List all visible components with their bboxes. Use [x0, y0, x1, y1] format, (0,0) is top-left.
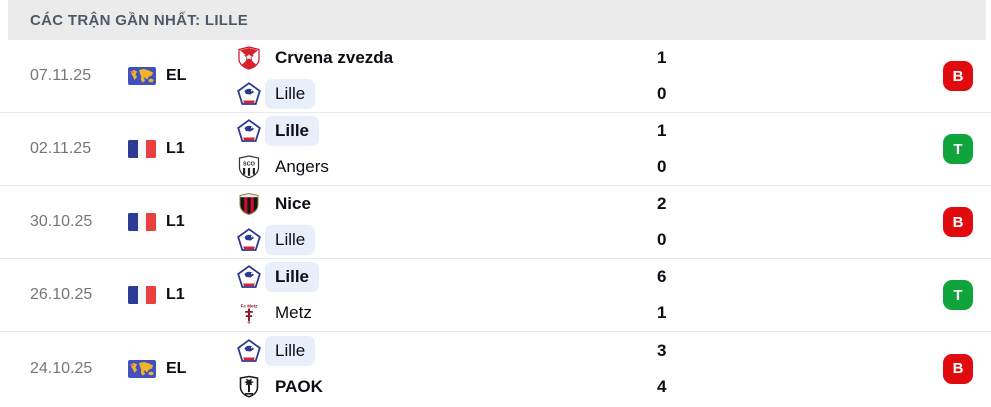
lille-logo-icon: [237, 265, 261, 289]
match-row[interactable]: 26.10.25 L1 Lille 6 Fc Metz Metz 1 T: [0, 259, 991, 332]
result-column: B: [943, 61, 973, 91]
match-row[interactable]: 07.11.25 EL Crvena zvezda 1 Lille 0 B: [0, 40, 991, 113]
away-team-score: 0: [657, 230, 667, 249]
away-team-row: PAOK 4: [237, 372, 697, 402]
lille-logo-icon: [237, 338, 261, 363]
result-column: B: [943, 207, 973, 237]
away-team-name[interactable]: Lille: [265, 225, 316, 255]
card-title: CÁC TRẬN GẦN NHẤT: LILLE: [30, 11, 249, 29]
world-flag-icon: [128, 359, 156, 378]
home-team-row: Lille 6: [237, 262, 697, 292]
france-flag-icon: [128, 140, 156, 158]
teams-column: Lille 3 PAOK 4: [237, 335, 697, 402]
away-team-row: Lille 0: [237, 79, 697, 109]
competition: EL: [128, 67, 237, 85]
home-team-score: 1: [657, 48, 667, 67]
competition-label: L1: [166, 140, 185, 157]
home-team-score: 6: [657, 267, 667, 286]
metz-logo-icon: Fc Metz: [237, 301, 261, 325]
teams-column: Lille 1 SCO Angers 0: [237, 116, 697, 182]
away-team-score: 1: [657, 303, 667, 322]
competition-label: EL: [166, 67, 187, 84]
result-badge: B: [943, 61, 973, 91]
teams-column: Nice 2 Lille 0: [237, 189, 697, 255]
lille-logo-icon: [237, 228, 261, 252]
result-column: B: [943, 353, 973, 384]
home-team-score: 2: [657, 194, 667, 213]
result-badge: T: [943, 134, 973, 164]
svg-text:Fc Metz: Fc Metz: [241, 304, 259, 309]
paok-logo-icon: [237, 375, 261, 399]
card-header: CÁC TRẬN GẦN NHẤT: LILLE: [8, 0, 986, 40]
match-date: 07.11.25: [30, 67, 92, 84]
home-team-row: Crvena zvezda 1: [237, 43, 697, 73]
result-column: T: [943, 280, 973, 310]
home-team-name[interactable]: Lille: [265, 116, 320, 146]
home-team-row: Lille 1: [237, 116, 697, 146]
away-team-name[interactable]: Angers: [275, 157, 329, 176]
competition: L1: [128, 286, 237, 304]
home-team-name[interactable]: Lille: [265, 262, 320, 292]
match-date: 26.10.25: [30, 286, 93, 303]
competition-label: L1: [166, 213, 185, 230]
match-list: 07.11.25 EL Crvena zvezda 1 Lille 0 B 02…: [0, 40, 991, 405]
competition: L1: [128, 213, 237, 231]
competition-label: EL: [166, 359, 187, 377]
france-flag-icon: [128, 213, 156, 231]
match-date: 02.11.25: [30, 140, 92, 157]
teams-column: Crvena zvezda 1 Lille 0: [237, 43, 697, 109]
away-team-row: Fc Metz Metz 1: [237, 298, 697, 328]
result-badge: T: [943, 280, 973, 310]
away-team-row: SCO Angers 0: [237, 152, 697, 182]
away-team-name[interactable]: Metz: [275, 303, 312, 322]
home-team-name[interactable]: Lille: [265, 335, 316, 366]
competition-label: L1: [166, 286, 185, 303]
result-badge: B: [943, 207, 973, 237]
away-team-score: 0: [657, 157, 667, 176]
away-team-name[interactable]: PAOK: [275, 376, 323, 396]
away-team-score: 4: [657, 376, 667, 396]
svg-text:SCO: SCO: [243, 162, 256, 168]
match-row[interactable]: 02.11.25 L1 Lille 1 SCO Angers 0 T: [0, 113, 991, 186]
away-team-score: 0: [657, 84, 667, 103]
france-flag-icon: [128, 286, 156, 304]
angers-logo-icon: SCO: [237, 155, 261, 179]
lille-logo-icon: [237, 119, 261, 143]
home-team-name[interactable]: Crvena zvezda: [275, 48, 394, 67]
match-date: 30.10.25: [30, 213, 93, 230]
home-team-row: Lille 3: [237, 335, 697, 366]
competition: EL: [128, 359, 237, 378]
home-team-score: 1: [657, 121, 667, 140]
world-flag-icon: [128, 67, 156, 85]
crvena-zvezda-logo-icon: [237, 46, 261, 70]
home-team-name[interactable]: Nice: [275, 194, 311, 213]
result-column: T: [943, 134, 973, 164]
home-team-score: 3: [657, 340, 667, 360]
nice-logo-icon: [237, 192, 261, 216]
match-date: 24.10.25: [30, 359, 93, 377]
match-row[interactable]: 30.10.25 L1 Nice 2 Lille 0 B: [0, 186, 991, 259]
away-team-name[interactable]: Lille: [265, 79, 316, 109]
away-team-row: Lille 0: [237, 225, 697, 255]
competition: L1: [128, 140, 237, 158]
teams-column: Lille 6 Fc Metz Metz 1: [237, 262, 697, 328]
lille-logo-icon: [237, 82, 261, 106]
match-row[interactable]: 24.10.25 EL Lille 3 PAOK 4 B: [0, 332, 991, 405]
home-team-row: Nice 2: [237, 189, 697, 219]
result-badge: B: [943, 353, 973, 384]
